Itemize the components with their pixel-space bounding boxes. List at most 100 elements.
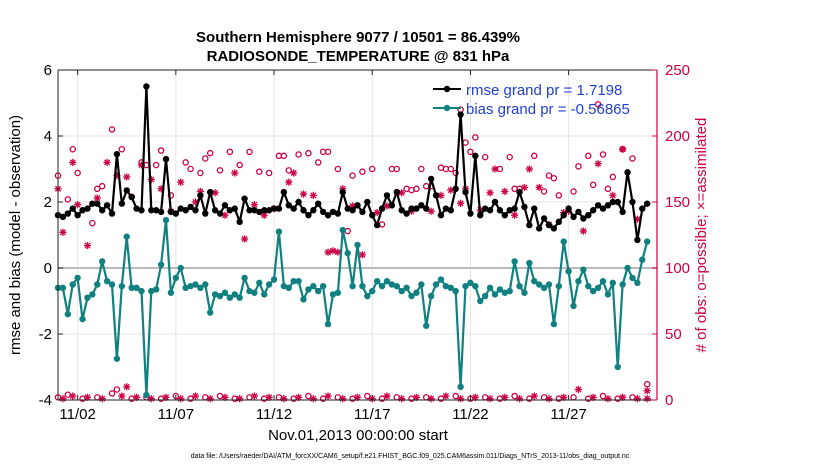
obs-assimilated-marker [486, 395, 494, 403]
rmse-point [108, 210, 116, 217]
obs-possible-marker [496, 395, 504, 402]
rmse-point [148, 207, 155, 214]
legend-rmse-marker [443, 85, 451, 93]
y2-tick-label: 200 [665, 128, 690, 145]
rmse-point [241, 195, 248, 202]
bias-point [570, 302, 577, 310]
bias-point [172, 274, 180, 282]
obs-possible-marker [629, 155, 636, 162]
obs-possible-marker [280, 152, 288, 160]
rmse-point [265, 207, 273, 214]
obs-possible-marker [413, 185, 420, 193]
obs-assimilated-marker [619, 145, 627, 153]
obs-possible-marker [118, 145, 126, 153]
bias-point [167, 289, 175, 296]
bias-point [403, 284, 410, 291]
obs-possible-marker [89, 219, 96, 227]
bias-point [452, 287, 459, 295]
bias-point [192, 281, 199, 288]
rmse-point [359, 208, 366, 216]
rmse-point [437, 212, 445, 219]
bias-point [236, 294, 243, 301]
bias-point [103, 278, 111, 285]
obs-assimilated-marker [383, 392, 391, 400]
obs-possible-marker [349, 395, 356, 402]
bias-series [54, 216, 651, 399]
legend-bias-marker [443, 104, 451, 112]
bias-point [477, 297, 484, 305]
rmse-point [388, 202, 396, 209]
obs-assimilated-marker [520, 183, 529, 192]
rmse-point [432, 192, 440, 199]
rmse-point [236, 218, 243, 225]
bias-point [285, 284, 292, 291]
bias-point [295, 278, 302, 285]
rmse-point [413, 205, 420, 212]
bias-point [211, 291, 219, 298]
obs-possible-marker [182, 159, 189, 166]
rmse-point [496, 207, 504, 214]
obs-assimilated-marker [383, 202, 391, 210]
bias-point [624, 264, 631, 272]
obs-assimilated-marker [501, 187, 509, 196]
bias-point [457, 383, 464, 390]
rmse-point [540, 215, 548, 222]
rmse-point [457, 111, 464, 118]
legend-rmse-label: rmse grand pr = 1.7198 [466, 82, 622, 99]
footnote-data-file: data file: /Users/raeder/DAI/ATM_forcXX/… [191, 453, 630, 460]
bias-point [256, 279, 263, 287]
bias-point [246, 287, 253, 295]
rmse-point [167, 208, 175, 216]
plot-frame [57, 69, 658, 401]
obs-possible-marker [570, 188, 577, 195]
obs-assimilated-marker [123, 383, 131, 391]
rmse-point [251, 207, 258, 214]
bias-point [310, 282, 317, 290]
obs-possible-marker [157, 147, 165, 154]
rmse-point [398, 207, 405, 214]
obs-possible-marker [643, 380, 651, 388]
rmse-point [634, 236, 641, 244]
bias-point [261, 291, 268, 298]
rmse-point [580, 215, 587, 222]
rmse-point [246, 207, 253, 214]
bias-point [133, 284, 140, 291]
obs-assimilated-marker [643, 395, 651, 403]
rmse-point [261, 207, 268, 214]
rmse-point [319, 208, 327, 216]
obs-assimilated-marker [103, 158, 111, 166]
obs-possible-marker [108, 390, 116, 397]
bias-point [437, 276, 445, 283]
obs-possible-marker [128, 395, 135, 402]
obs-assimilated-marker [457, 395, 465, 403]
rmse-point [531, 205, 538, 212]
rmse-point [89, 200, 96, 207]
legend: rmse grand pr = 1.7198 bias grand pr = -… [433, 82, 630, 118]
obs-assimilated-marker [609, 191, 617, 199]
rmse-point [133, 205, 140, 212]
obs-possible-marker [79, 395, 86, 402]
obs-possible-marker [472, 134, 479, 141]
rmse-point [560, 212, 567, 219]
bias-point [79, 315, 86, 323]
rmse-point [197, 192, 204, 199]
obs-assimilated-marker [535, 183, 543, 192]
obs-possible-marker [585, 395, 592, 402]
bias-point [290, 278, 297, 285]
bias-point [462, 282, 469, 290]
obs-possible-marker [349, 172, 356, 179]
rmse-point [486, 207, 494, 214]
obs-possible-marker [555, 192, 563, 199]
bias-point [364, 292, 371, 300]
bias-point [423, 322, 430, 329]
rmse-point [447, 207, 454, 214]
bias-point [589, 287, 597, 295]
obs-assimilated-marker [69, 158, 77, 166]
rmse-point [207, 188, 214, 196]
rmse-point [418, 202, 425, 209]
bias-point [128, 284, 135, 291]
obs-assimilated-marker [98, 395, 106, 403]
obs-possible-marker [506, 153, 513, 161]
bias-line [58, 219, 649, 397]
bias-point [575, 278, 582, 285]
